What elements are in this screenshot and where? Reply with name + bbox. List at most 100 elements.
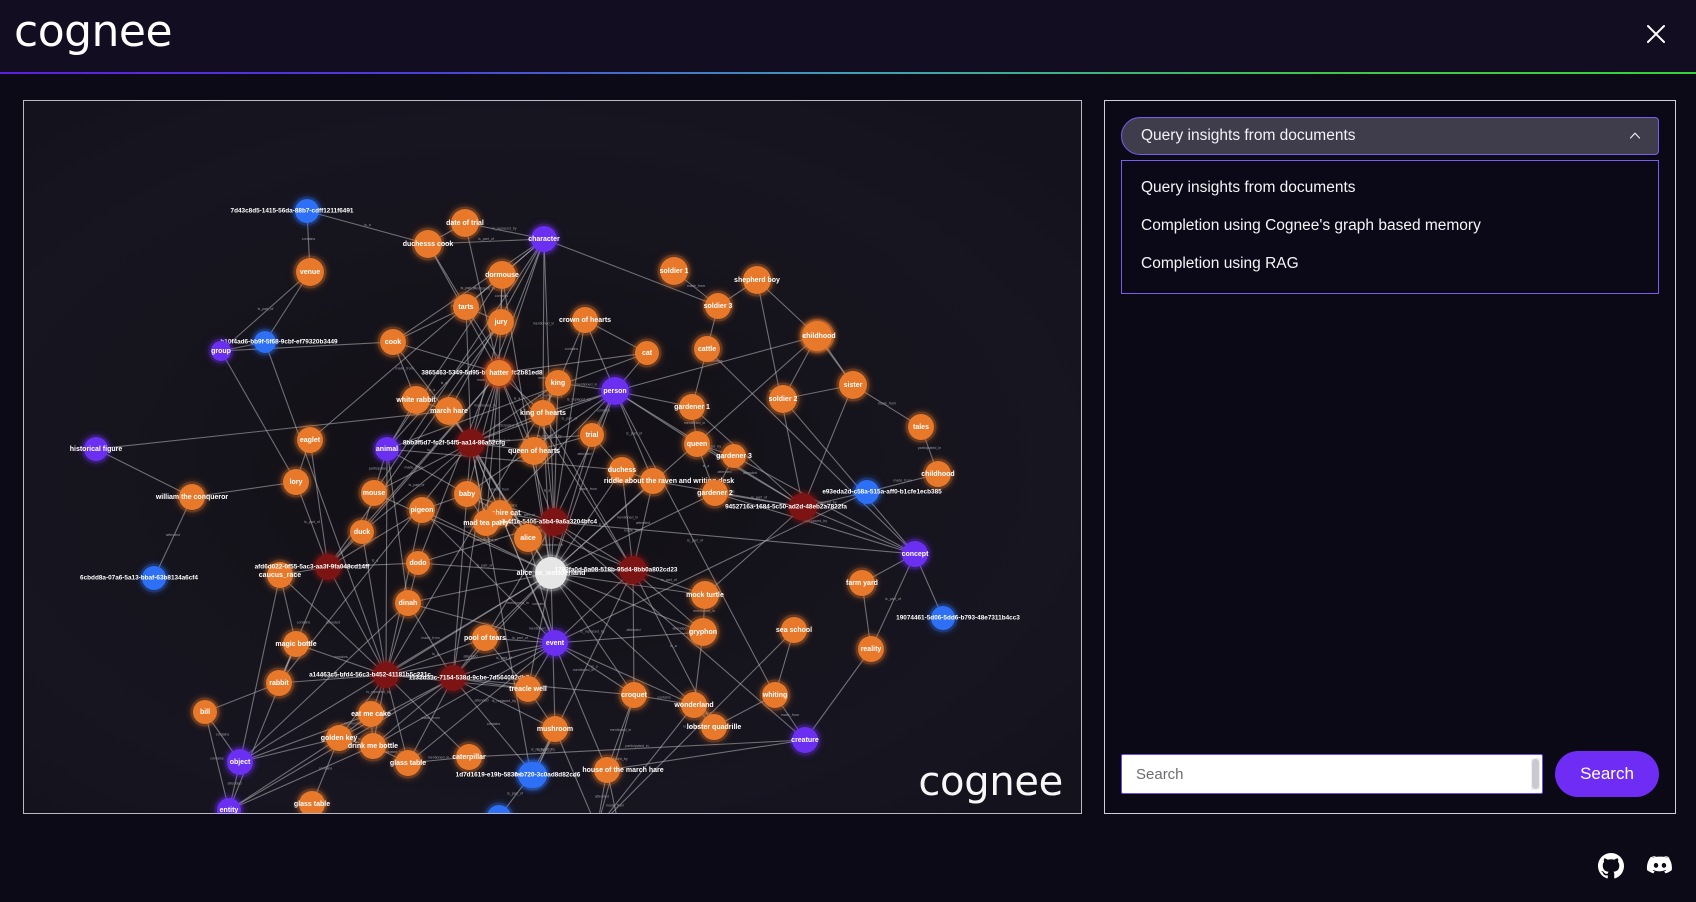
graph-node-circle[interactable] <box>515 676 541 702</box>
graph-node[interactable]: gryphon <box>686 615 720 649</box>
graph-node-circle[interactable] <box>769 385 797 413</box>
graph-node-circle[interactable] <box>402 386 430 414</box>
graph-node-circle[interactable] <box>456 744 482 770</box>
graph-node[interactable]: eat me cake <box>351 698 391 730</box>
graph-node[interactable]: dodo <box>403 548 433 578</box>
graph-node-circle[interactable] <box>781 617 807 643</box>
graph-node[interactable]: cat <box>632 338 662 368</box>
graph-node-circle[interactable] <box>283 631 309 657</box>
graph-node[interactable]: mad tea party <box>463 507 509 539</box>
graph-node-circle[interactable] <box>743 266 771 294</box>
graph-node-circle[interactable] <box>454 481 480 507</box>
graph-node[interactable]: reality <box>855 633 887 665</box>
graph-node-circle[interactable] <box>299 791 325 813</box>
graph-node[interactable]: croquet <box>618 679 650 711</box>
graph-node[interactable]: queen <box>681 428 713 460</box>
graph-node-circle[interactable] <box>514 524 542 552</box>
graph-node-circle[interactable] <box>472 625 498 651</box>
search-type-select[interactable]: Query insights from documents <box>1121 117 1659 155</box>
graph-node-circle[interactable] <box>640 468 666 494</box>
graph-node[interactable]: childhood <box>802 320 836 352</box>
graph-node-circle[interactable] <box>217 798 241 813</box>
graph-node[interactable]: 1703fa0d-5a08-518b-95d4-8bb0a802cd23 <box>555 553 678 587</box>
graph-node[interactable]: mock turtle <box>686 578 724 612</box>
graph-node-circle[interactable] <box>792 727 818 753</box>
graph-node-circle[interactable] <box>84 437 108 461</box>
graph-node[interactable]: 19074461-5d06-5dd6-b793-48e7311b4cc3 <box>896 603 1020 633</box>
graph-node[interactable]: magic bottle <box>275 628 317 660</box>
graph-node-circle[interactable] <box>580 423 604 447</box>
graph-node[interactable]: shepherd boy <box>734 263 780 297</box>
graph-node[interactable]: king of hearts <box>520 397 566 429</box>
graph-node[interactable]: 8bb3f5d7-fc2f-54f5-aa14-86a52cfg <box>403 426 505 460</box>
graph-node[interactable]: a14463c5-bfd4-56c3-b452-41181b5c231c <box>309 659 431 691</box>
graph-node[interactable]: tales <box>905 411 937 443</box>
graph-node[interactable]: 6cbdd8a-07a6-5a13-bbaf-63b8134a6cf4 <box>80 563 198 593</box>
graph-node-circle[interactable] <box>594 757 620 783</box>
search-input[interactable] <box>1122 755 1542 793</box>
graph-node[interactable]: glass table <box>390 747 426 779</box>
graph-node[interactable]: 7d43c8d5-1415-56da-88b7-cdff1211f6491 <box>231 196 354 226</box>
graph-node[interactable]: tarts <box>450 291 482 323</box>
graph-node[interactable]: pigeon <box>406 494 438 526</box>
close-button[interactable] <box>1636 14 1676 54</box>
graph-node-circle[interactable] <box>858 636 884 662</box>
graph-node-circle[interactable] <box>326 725 352 751</box>
graph-node[interactable]: pool of tears <box>464 622 506 654</box>
github-icon[interactable] <box>1598 853 1624 879</box>
graph-node[interactable]: soldier 2 <box>766 382 800 416</box>
graph-nodes[interactable]: 7d43c8d5-1415-56da-88b7-cdff1211f6491 dat… <box>70 196 1021 814</box>
graph-node[interactable]: caucus_race <box>259 559 302 591</box>
graph-node-circle[interactable] <box>660 257 688 285</box>
graph-node[interactable]: creature <box>789 724 821 756</box>
graph-node-circle[interactable] <box>545 370 571 396</box>
search-button[interactable]: Search <box>1555 751 1659 797</box>
graph-node[interactable]: treacle well <box>509 673 547 705</box>
graph-node-circle[interactable] <box>684 431 710 457</box>
graph-node[interactable]: duck <box>347 517 377 547</box>
graph-node-circle[interactable] <box>440 665 466 691</box>
graph-node-circle[interactable] <box>414 230 442 258</box>
graph-node[interactable]: duchess <box>606 454 638 486</box>
graph-node-circle[interactable] <box>722 444 746 468</box>
graph-node-circle[interactable] <box>520 437 548 465</box>
graph-node[interactable]: entity <box>214 795 244 814</box>
graph-node[interactable]: bill <box>190 697 220 727</box>
graph-node[interactable]: golden key <box>321 722 358 754</box>
graph-node-circle[interactable] <box>283 469 309 495</box>
graph-node[interactable]: mouse <box>358 477 390 509</box>
graph-node-circle[interactable] <box>855 480 879 504</box>
graph-node[interactable]: cook <box>377 326 409 358</box>
graph-node[interactable]: 3865463-5349-5d95-b58a-cfd9fc2b81ed8 <box>421 356 543 390</box>
graph-node-circle[interactable] <box>297 427 323 453</box>
graph-node[interactable]: date of trial <box>446 206 484 240</box>
graph-node-circle[interactable] <box>254 331 276 353</box>
graph-node-circle[interactable] <box>373 662 399 688</box>
graph-node-circle[interactable] <box>267 562 293 588</box>
graph-node-circle[interactable] <box>908 414 934 440</box>
graph-node-circle[interactable] <box>931 606 955 630</box>
search-type-dropdown[interactable]: Query insights from documents Completion… <box>1121 160 1659 294</box>
graph-node-circle[interactable] <box>679 394 705 420</box>
graph-node-circle[interactable] <box>395 750 421 776</box>
graph-node-circle[interactable] <box>702 480 728 506</box>
graph-node-circle[interactable] <box>542 716 568 742</box>
graph-node[interactable]: gardener 1 <box>674 391 710 423</box>
graph-node-circle[interactable] <box>601 377 629 405</box>
graph-node-circle[interactable] <box>266 670 292 696</box>
graph-node-circle[interactable] <box>572 307 598 333</box>
graph-node-circle[interactable] <box>350 520 374 544</box>
graph-node-circle[interactable] <box>406 551 430 575</box>
graph-node[interactable]: person <box>598 374 632 408</box>
graph-node-circle[interactable] <box>227 749 253 775</box>
graph-node[interactable]: trial <box>577 420 607 450</box>
graph-node-circle[interactable] <box>409 497 435 523</box>
graph-node[interactable]: historical figure <box>70 434 123 464</box>
graph-node[interactable]: mushroom <box>537 713 573 745</box>
graph-node-circle[interactable] <box>453 294 479 320</box>
graph-node[interactable]: c529a5a3-4f1c-5406-a5b4-9a6a3204bfc4 <box>477 505 598 539</box>
graph-node-circle[interactable] <box>691 581 719 609</box>
graph-node[interactable]: dinah <box>392 587 424 619</box>
graph-node-circle[interactable] <box>689 618 717 646</box>
graph-node-circle[interactable] <box>521 762 547 788</box>
